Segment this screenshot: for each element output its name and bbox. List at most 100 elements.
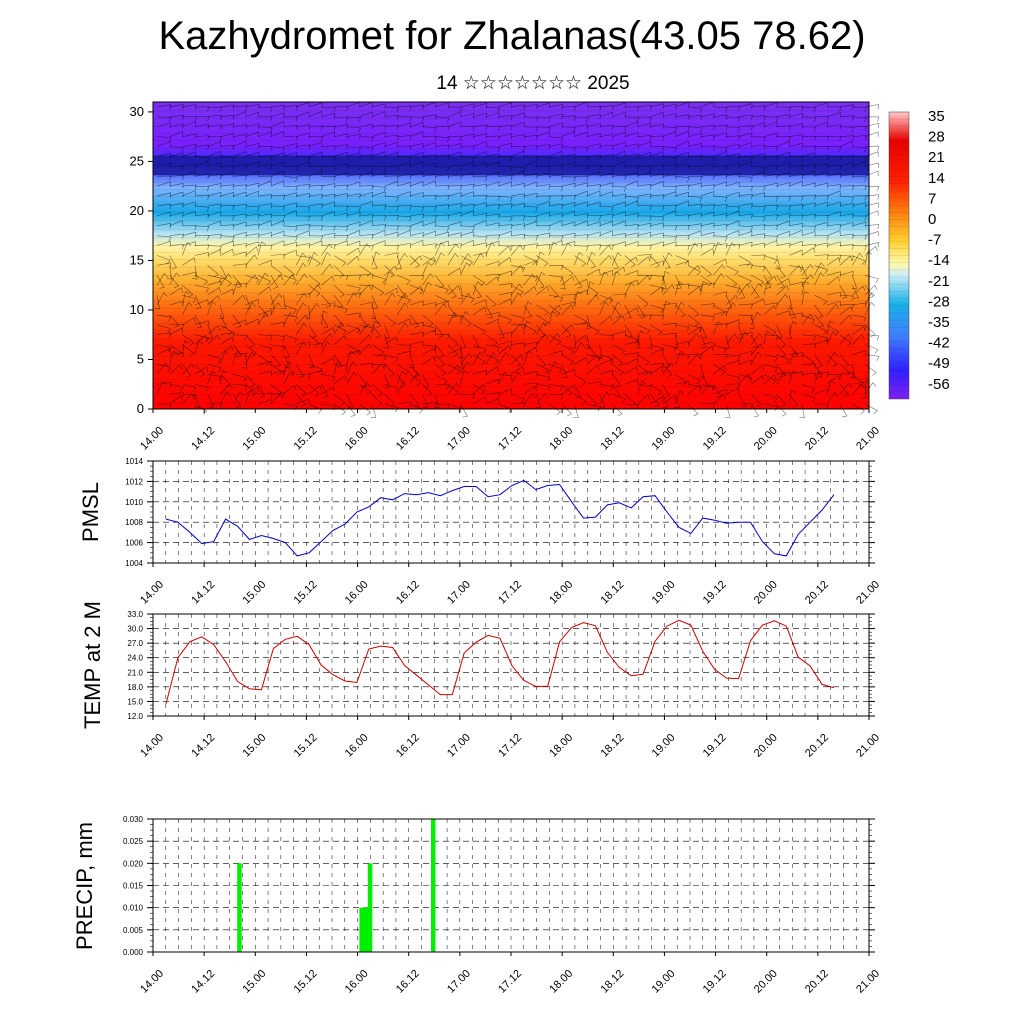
wind-barb (852, 324, 867, 327)
wind-barb (662, 103, 677, 108)
wind-barb (536, 244, 551, 246)
wind-barb-flag (315, 343, 320, 347)
wind-barb (472, 299, 487, 306)
wind-barb (333, 133, 348, 137)
wind-barb (245, 151, 259, 157)
wind-barb-flag (734, 333, 738, 339)
wind-barb-flag (517, 371, 522, 376)
wind-barb (611, 271, 617, 286)
wind-barb-flag (296, 143, 298, 149)
wind-barb (725, 334, 730, 349)
wind-barb (384, 374, 391, 388)
wind-barb-flag (397, 135, 399, 141)
wind-barb (409, 221, 424, 227)
wind-barb (751, 171, 765, 177)
wind-barb (776, 310, 790, 316)
wind-barb (283, 403, 298, 406)
wind-barb (637, 383, 652, 387)
wind-barb (561, 115, 576, 118)
wind-barb-flag (394, 265, 398, 271)
time-tick-label: 14.12 (189, 968, 217, 996)
wind-barb-flag (686, 327, 690, 332)
wind-barb (611, 252, 619, 266)
wind-barb (776, 242, 791, 246)
wind-barb (359, 314, 368, 327)
wind-barb (624, 255, 636, 265)
wind-barb (700, 364, 705, 378)
wind-barb-flag (205, 387, 209, 393)
wind-barb-flag (179, 364, 183, 370)
wind-barb-flag (523, 234, 526, 240)
wind-barb-flag (556, 411, 561, 416)
wind-barb-flag (319, 385, 322, 391)
wind-barb (194, 213, 209, 217)
wind-barb (574, 146, 589, 148)
wind-barb (207, 162, 222, 167)
wind-barb (814, 102, 828, 108)
wind-barb (472, 344, 487, 351)
wind-barb (599, 271, 605, 286)
wind-barb (624, 165, 639, 167)
wind-barb (422, 282, 429, 296)
heatmap-ytick-label: 5 (137, 351, 144, 366)
wind-barb-flag (585, 117, 589, 123)
wind-barb-flag (634, 339, 639, 344)
wind-barb (283, 364, 295, 373)
wind-barb-flag (665, 267, 671, 269)
wind-barb-flag (814, 243, 816, 249)
wind-barb-flag (680, 351, 685, 355)
wind-barb (257, 304, 268, 316)
wind-barb (169, 364, 181, 375)
wind-barb (270, 220, 284, 227)
wind-barb-flag (877, 242, 879, 248)
wind-barb (295, 252, 303, 266)
wind-barb-flag (736, 377, 740, 382)
wind-barb-flag (245, 184, 248, 190)
wind-barb (182, 363, 192, 375)
wind-barb (801, 383, 816, 390)
wind-barb (536, 126, 551, 128)
wind-barb (283, 344, 291, 358)
wind-barb (827, 172, 841, 177)
wind-barb-flag (575, 396, 581, 398)
wind-barb (751, 365, 763, 375)
wind-barb (852, 326, 864, 335)
wind-barb (321, 225, 336, 227)
wind-barb-flag (485, 124, 488, 130)
wind-barb (321, 302, 336, 306)
wind-barb (473, 242, 487, 246)
wind-barb (460, 183, 475, 187)
wind-barb (169, 383, 184, 388)
wind-barb (409, 341, 424, 345)
wind-barb (637, 171, 651, 177)
wind-barb (864, 194, 879, 197)
wind-barb (751, 105, 766, 108)
wind-barb (460, 103, 475, 108)
wind-barb-flag (687, 354, 690, 360)
wind-barb-flag (185, 291, 191, 295)
wind-barb (308, 171, 322, 177)
wind-barb (498, 340, 513, 345)
wind-barb-flag (353, 372, 358, 377)
wind-barb (814, 222, 829, 227)
wind-barb-flag (558, 304, 562, 310)
wind-barb-flag (228, 331, 233, 336)
wind-barb-flag (382, 278, 386, 284)
time-tick-label: 17.12 (496, 579, 524, 607)
wind-barb-flag (839, 291, 842, 298)
wind-barb-flag (409, 145, 412, 151)
wind-barb (384, 152, 399, 157)
wind-barb-flag (630, 403, 636, 407)
wind-barb-flag (686, 177, 690, 183)
wind-barb (536, 275, 545, 288)
wind-barb-flag (293, 279, 297, 285)
wind-barb (776, 265, 786, 277)
wind-barb-flag (496, 346, 500, 352)
wind-barb (485, 171, 500, 177)
wind-barb-flag (383, 187, 387, 193)
wind-barb-flag (848, 333, 852, 339)
wind-barb (460, 293, 469, 306)
wind-barb-flag (189, 342, 195, 346)
wind-barb-flag (301, 393, 307, 397)
wind-barb (864, 210, 879, 217)
